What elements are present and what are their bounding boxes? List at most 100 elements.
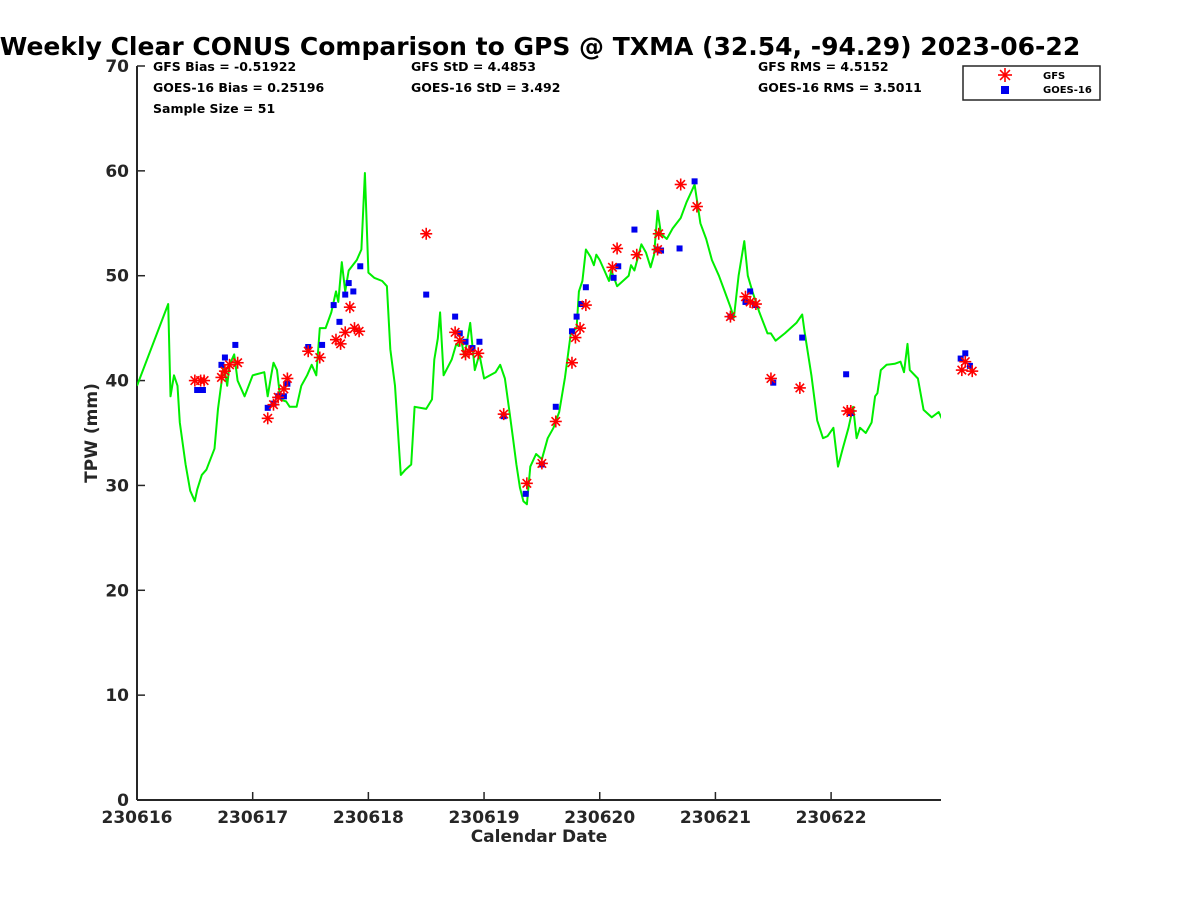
x-tick-label: 230618 bbox=[333, 808, 404, 828]
stat-goes-bias: GOES-16 Bias = 0.25196 bbox=[153, 80, 324, 95]
legend-gfs-star-mark bbox=[998, 68, 1012, 82]
y-tick-label: 20 bbox=[105, 581, 129, 601]
y-tick-label: 40 bbox=[105, 372, 129, 392]
gps-series-line bbox=[137, 172, 941, 506]
goes-point bbox=[962, 350, 969, 357]
goes-point bbox=[476, 338, 483, 345]
gfs-point bbox=[420, 227, 433, 240]
gfs-point bbox=[277, 382, 290, 395]
legend: GFS GOES-16 bbox=[962, 65, 1101, 101]
gfs-point bbox=[272, 391, 285, 404]
gfs-point bbox=[497, 408, 510, 421]
goes-point bbox=[452, 313, 459, 320]
gfs-point bbox=[690, 200, 703, 213]
gfs-point bbox=[472, 347, 485, 360]
gfs-point bbox=[535, 457, 548, 470]
x-tick-label: 230617 bbox=[217, 808, 288, 828]
goes-point bbox=[462, 338, 469, 345]
legend-goes-label: GOES-16 bbox=[1043, 85, 1092, 96]
gfs-point bbox=[579, 299, 592, 312]
gfs-point bbox=[549, 415, 562, 428]
goes-point bbox=[552, 403, 559, 410]
x-tick-label: 230616 bbox=[102, 808, 173, 828]
goes-point bbox=[232, 341, 239, 348]
x-tick-label: 230621 bbox=[680, 808, 751, 828]
legend-box bbox=[962, 65, 1101, 101]
gfs-point bbox=[449, 326, 462, 339]
stat-gfs-std: GFS StD = 4.4853 bbox=[411, 59, 536, 74]
x-tick-label: 230622 bbox=[796, 808, 867, 828]
gfs-point bbox=[463, 345, 476, 358]
goes-point bbox=[578, 301, 585, 308]
goes-point bbox=[747, 288, 754, 295]
goes-point bbox=[345, 280, 352, 287]
y-tick-label: 0 bbox=[117, 791, 129, 811]
goes-point bbox=[799, 334, 806, 341]
stat-goes-rms: GOES-16 RMS = 3.5011 bbox=[758, 80, 922, 95]
legend-gfs-star-icon bbox=[998, 68, 1012, 82]
gfs-point bbox=[606, 261, 619, 274]
goes-point bbox=[350, 288, 357, 295]
goes-point bbox=[631, 226, 638, 233]
legend-gfs-label: GFS bbox=[1043, 71, 1065, 82]
y-tick-label: 60 bbox=[105, 162, 129, 182]
gfs-point bbox=[630, 248, 643, 261]
goes-point bbox=[423, 291, 430, 298]
goes-point bbox=[691, 178, 698, 185]
goes-point bbox=[582, 284, 589, 291]
goes-point bbox=[843, 371, 850, 378]
goes-point bbox=[966, 362, 973, 369]
x-axis-label: Calendar Date bbox=[471, 827, 608, 847]
y-axis-label: TPW (mm) bbox=[82, 383, 102, 483]
gfs-point bbox=[569, 331, 582, 344]
gfs-point bbox=[231, 356, 244, 369]
gfs-point bbox=[574, 322, 587, 335]
goes-point bbox=[610, 274, 617, 281]
gfs-point bbox=[565, 356, 578, 369]
goes-point bbox=[330, 302, 337, 309]
stat-gfs-bias: GFS Bias = -0.51922 bbox=[153, 59, 296, 74]
gfs-point bbox=[764, 372, 777, 385]
gfs-point bbox=[652, 227, 665, 240]
gfs-point bbox=[651, 243, 664, 256]
gfs-point bbox=[302, 345, 315, 358]
gfs-point bbox=[267, 398, 280, 411]
gfs-point bbox=[959, 355, 972, 368]
goes-point bbox=[658, 247, 665, 254]
gfs-point bbox=[674, 178, 687, 191]
gfs-point bbox=[453, 334, 466, 347]
plot-axes: 0 10 20 30 40 50 60 70 230616 230617 230618 230619 2… bbox=[102, 57, 941, 828]
x-tick-label: 230619 bbox=[449, 808, 520, 828]
goes-point bbox=[568, 328, 575, 335]
marker-layer bbox=[188, 178, 979, 497]
stat-goes-std: GOES-16 StD = 3.492 bbox=[411, 80, 560, 95]
goes-point bbox=[199, 387, 206, 394]
gps-line-layer bbox=[137, 172, 941, 506]
goes-point bbox=[615, 263, 622, 270]
goes-point bbox=[336, 318, 343, 325]
goes-point bbox=[957, 355, 964, 362]
goes-point bbox=[194, 387, 201, 394]
y-tick-label: 10 bbox=[105, 686, 129, 706]
gfs-point bbox=[749, 298, 762, 311]
goes-point bbox=[770, 379, 777, 386]
chart-title: Weekly Clear CONUS Comparison to GPS @ T… bbox=[0, 32, 1080, 61]
gfs-point bbox=[353, 325, 366, 338]
gfs-point bbox=[611, 242, 624, 255]
goes-point bbox=[221, 354, 228, 361]
y-tick-label: 50 bbox=[105, 267, 129, 287]
goes-point bbox=[280, 393, 287, 400]
gfs-point bbox=[966, 365, 979, 378]
gfs-point bbox=[198, 374, 211, 387]
gfs-point bbox=[343, 301, 356, 314]
gfs-point bbox=[334, 337, 347, 350]
stat-sample-size: Sample Size = 51 bbox=[153, 101, 275, 116]
goes-point bbox=[319, 341, 326, 348]
gfs-point bbox=[261, 412, 274, 425]
gfs-point bbox=[520, 477, 533, 490]
x-tick-label: 230620 bbox=[564, 808, 635, 828]
gfs-point bbox=[218, 365, 231, 378]
gfs-point bbox=[844, 404, 857, 417]
stat-gfs-rms: GFS RMS = 4.5152 bbox=[758, 59, 889, 74]
